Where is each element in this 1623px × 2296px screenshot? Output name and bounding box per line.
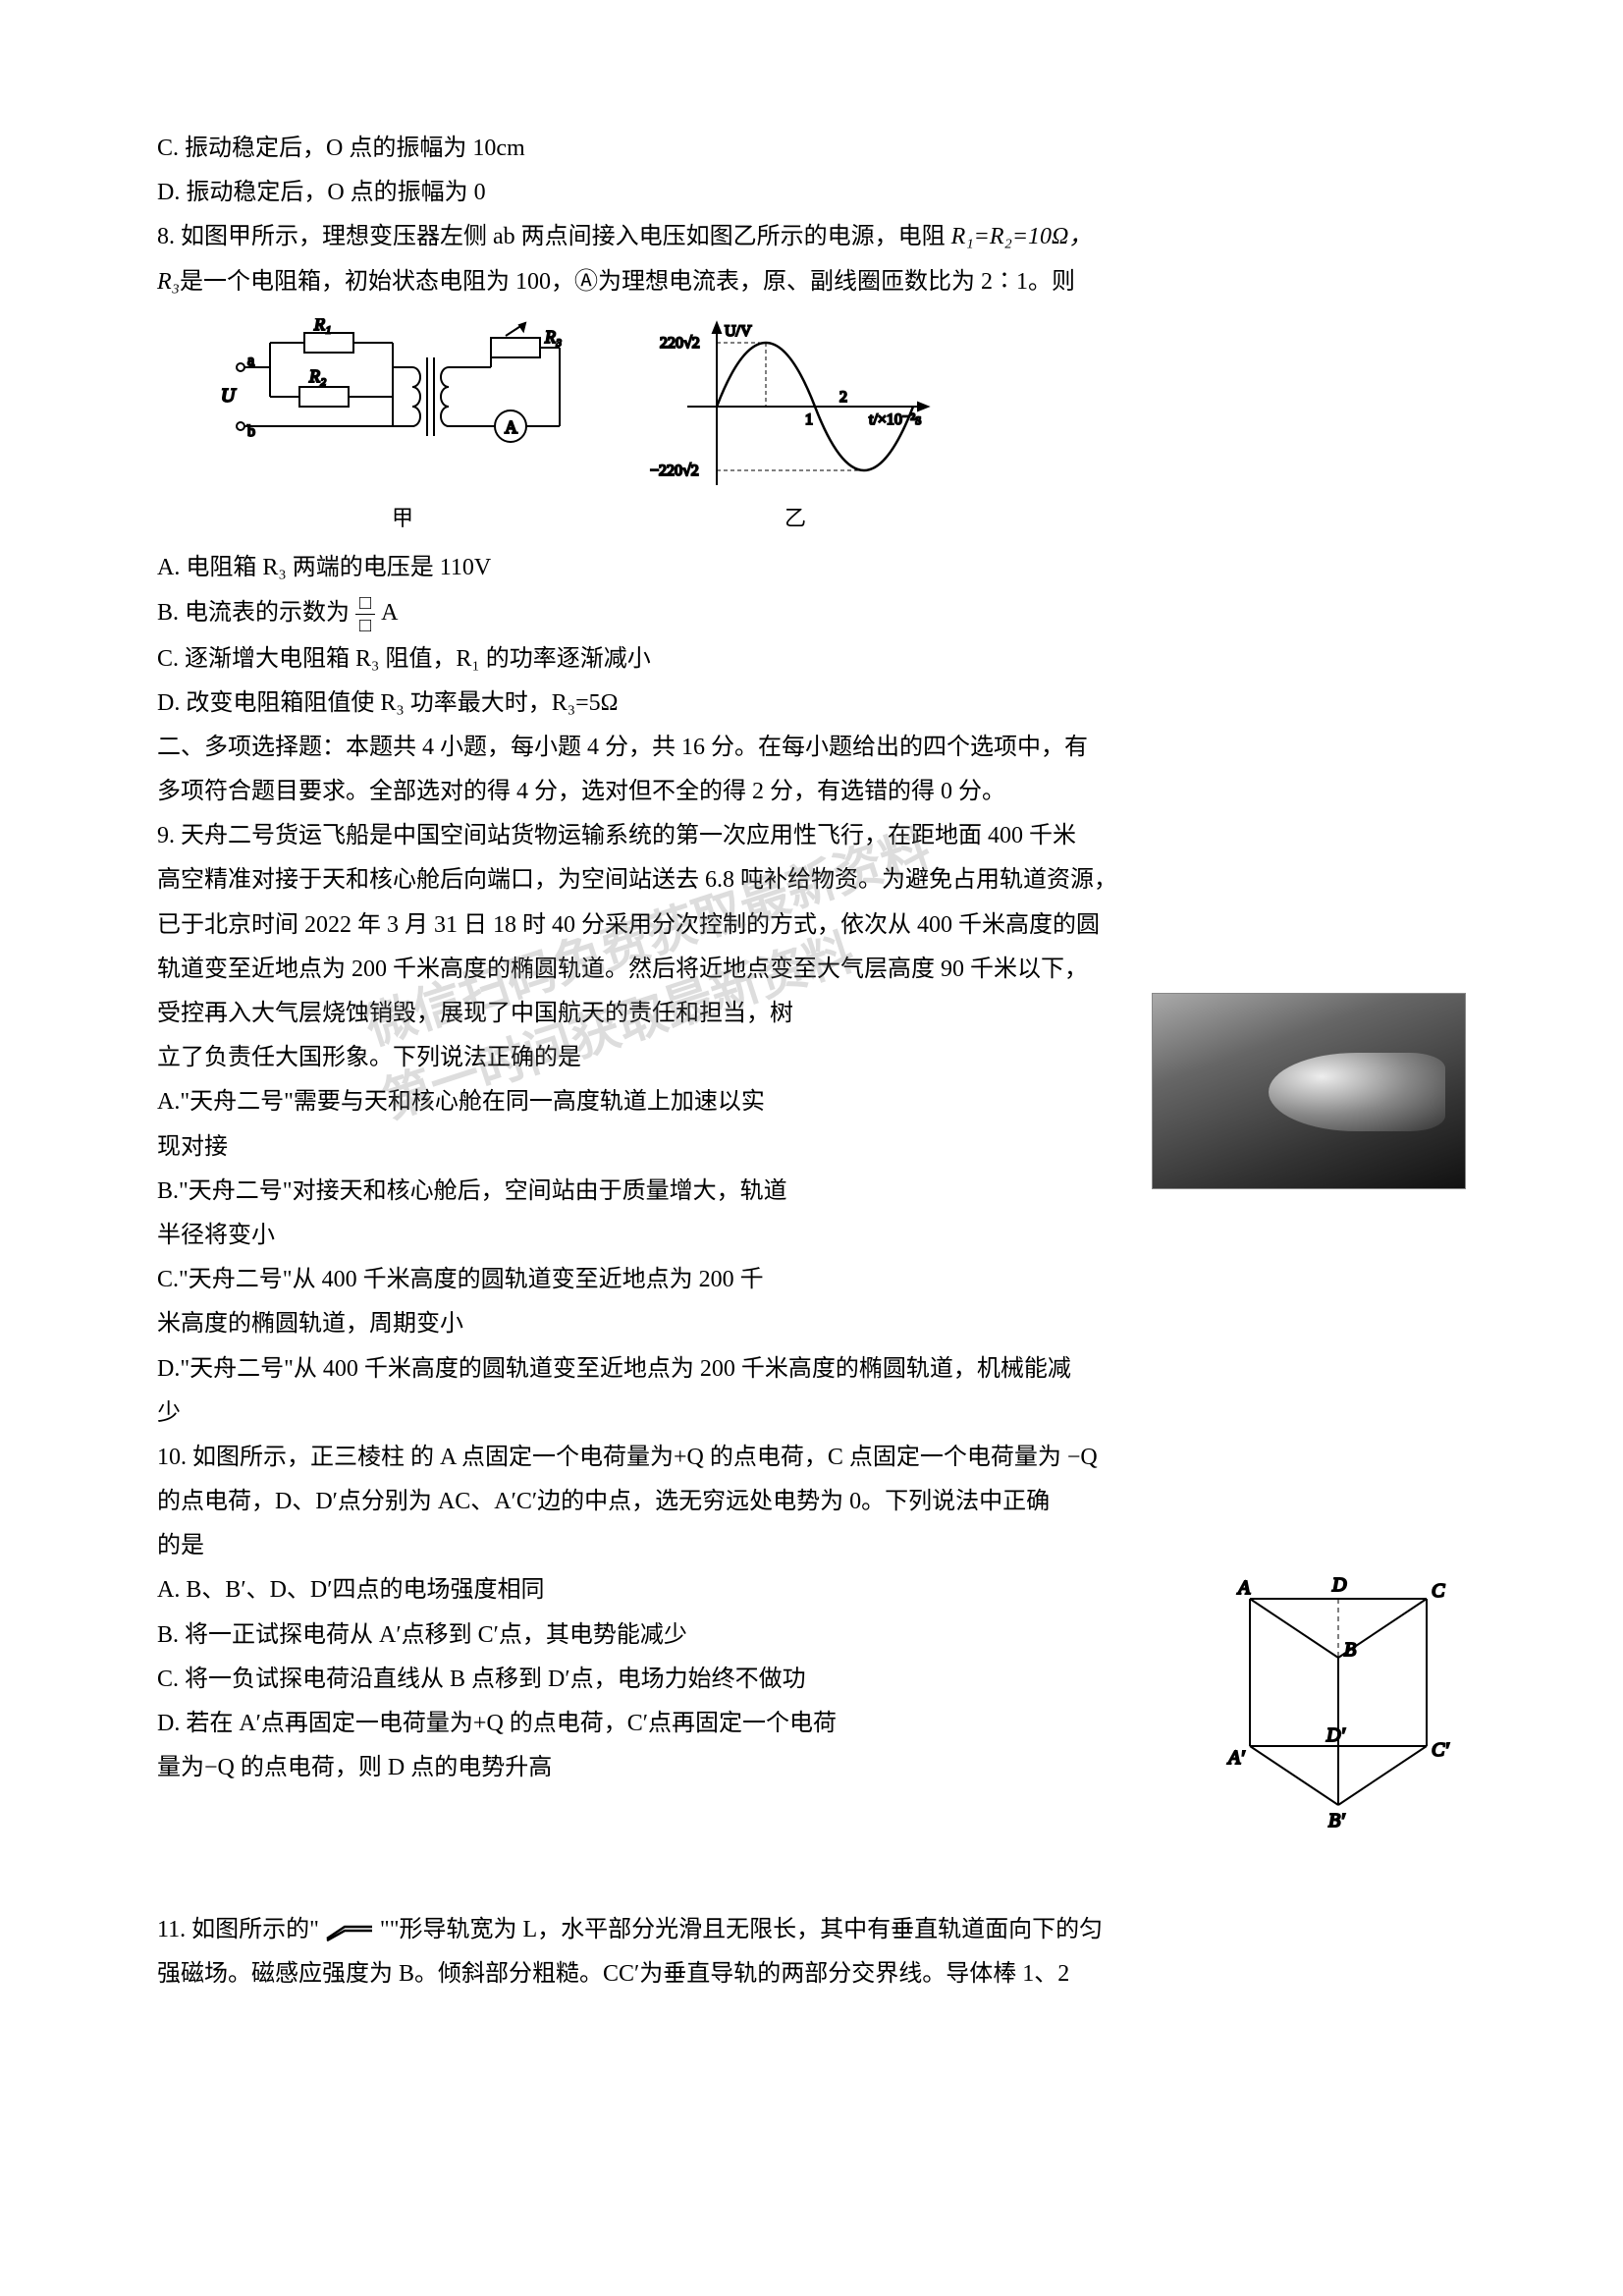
q8-option-b: B. 电流表的示数为 □ □ A: [157, 592, 1466, 636]
prism-B: B: [1344, 1639, 1356, 1661]
q8-stem2b: 是一个电阻箱，初始状态电阻为 100，Ⓐ为理想电流表，原、副线圈匝数比为 2∶1…: [180, 269, 1075, 295]
section2-line1: 二、多项选择题：本题共 4 小题，每小题 4 分，共 16 分。在每小题给出的四…: [157, 727, 1466, 769]
q9-optC1: C."天舟二号"从 400 千米高度的圆轨道变至近地点为 200 千: [157, 1259, 1466, 1301]
graph-ytop: 220√2: [660, 335, 700, 352]
circuit-u-label: U: [221, 385, 237, 407]
prism-A: A: [1236, 1577, 1251, 1599]
prism-diagram: A D C B A′ D′ C′ B′: [1211, 1569, 1466, 1834]
q11-p2: 强磁场。磁感应强度为 B。倾斜部分粗糙。CC′为垂直导轨的两部分交界线。导体棒 …: [157, 1953, 1466, 1995]
q7-option-d: D. 振动稳定后，O 点的振幅为 0: [157, 172, 1466, 214]
graph-ybot: −220√2: [650, 463, 699, 479]
graph-xlabel: t/×10⁻²s: [869, 411, 921, 428]
q11-p1a: 11. 如图所示的": [157, 1917, 319, 1942]
circuit-r2-label: R₂: [308, 366, 326, 386]
q8-r3: R₃: [157, 269, 180, 295]
prism-Bp: B′: [1328, 1810, 1345, 1831]
fig-yi-label: 乙: [784, 499, 806, 538]
circuit-r1-label: R₁: [313, 318, 331, 334]
section2-line2: 多项符合题目要求。全部选对的得 4 分，选对但不全的得 2 分，有选错的得 0 …: [157, 771, 1466, 813]
q8-optb-fraction: □ □: [355, 592, 375, 636]
q9-p3: 已于北京时间 2022 年 3 月 31 日 18 时 40 分采用分次控制的方…: [157, 904, 1466, 947]
q8-optb-prefix: B. 电流表的示数为: [157, 600, 350, 626]
q9-p2: 高空精准对接于天和核心舱后向端口，为空间站送去 6.8 吨补给物资。为避免占用轨…: [157, 859, 1466, 902]
prism-Cp: C′: [1432, 1739, 1449, 1761]
voltage-graph: U/V t/×10⁻²s 220√2 −220√2 1 2: [648, 318, 943, 495]
q8-figure-yi: U/V t/×10⁻²s 220√2 −220√2 1 2 乙: [648, 318, 943, 538]
fig-jia-label: 甲: [392, 499, 413, 538]
q8-stem-line1: 8. 如图甲所示，理想变压器左侧 ab 两点间接入电压如图乙所示的电源，电阻 R…: [157, 216, 1466, 258]
q8-optb-den: □: [355, 615, 375, 636]
q8-figure-jia: U a b R₁ R₂: [216, 318, 589, 538]
q11-p1b: ""形导轨宽为 L，水平部分光滑且无限长，其中有垂直轨道面向下的匀: [380, 1917, 1103, 1942]
q8-option-c: C. 逐渐增大电阻箱 R₃ 阻值，R₁ 的功率逐渐减小: [157, 638, 1466, 681]
q8-option-d: D. 改变电阻箱阻值使 R₃ 功率最大时，R₃=5Ω: [157, 683, 1466, 725]
graph-tick2: 2: [839, 389, 847, 406]
graph-tick1: 1: [805, 411, 813, 428]
prism-Ap: A′: [1226, 1747, 1245, 1769]
prism-Dp: D′: [1325, 1724, 1345, 1746]
spacecraft-image: [1152, 993, 1466, 1189]
circuit-diagram: U a b R₁ R₂: [216, 318, 589, 495]
q9-block: 9. 天舟二号货运飞船是中国空间站货物运输系统的第一次应用性飞行，在距地面 40…: [157, 815, 1466, 1435]
q10-p1: 10. 如图所示，正三棱柱 的 A 点固定一个电荷量为+Q 的点电荷，C 点固定…: [157, 1437, 1466, 1479]
q9-optC2: 米高度的椭圆轨道，周期变小: [157, 1303, 1466, 1345]
q8-optb-num: □: [355, 592, 375, 615]
q10-block: 10. 如图所示，正三棱柱 的 A 点固定一个电荷量为+Q 的点电荷，C 点固定…: [157, 1437, 1466, 1860]
graph-ylabel: U/V: [725, 323, 752, 340]
q9-optD1: D."天舟二号"从 400 千米高度的圆轨道变至近地点为 200 千米高度的椭圆…: [157, 1348, 1466, 1391]
q9-p4: 轨道变至近地点为 200 千米高度的椭圆轨道。然后将近地点变至大气层高度 90 …: [157, 949, 1466, 991]
q7-option-c: C. 振动稳定后，O 点的振幅为 10cm: [157, 128, 1466, 170]
prism-D: D: [1331, 1574, 1347, 1596]
q11-p1: 11. 如图所示的" ""形导轨宽为 L，水平部分光滑且无限长，其中有垂直轨道面…: [157, 1909, 1466, 1951]
q9-optD2: 少: [157, 1393, 1466, 1435]
q10-p3: 的是: [157, 1525, 1466, 1567]
q8-figures: U a b R₁ R₂: [216, 318, 1466, 538]
circuit-ammeter-label: A: [505, 417, 517, 437]
q8-stem-line2: R₃是一个电阻箱，初始状态电阻为 100，Ⓐ为理想电流表，原、副线圈匝数比为 2…: [157, 261, 1466, 303]
q8-option-a: A. 电阻箱 R₃ 两端的电压是 110V: [157, 547, 1466, 589]
q8-optb-suffix: A: [381, 600, 398, 626]
q8-stem1-text: 8. 如图甲所示，理想变压器左侧 ab 两点间接入电压如图乙所示的电源，电阻: [157, 224, 951, 249]
q9-p1: 9. 天舟二号货运飞船是中国空间站货物运输系统的第一次应用性飞行，在距地面 40…: [157, 815, 1466, 857]
q8-stem1-r: R₁=R₂=10Ω，: [951, 224, 1093, 249]
prism-figure: A D C B A′ D′ C′ B′: [1211, 1569, 1466, 1849]
q10-p2: 的点电荷，D、D′点分别为 AC、A′C′边的中点，选无穷远处电势为 0。下列说…: [157, 1481, 1466, 1523]
q9-optB2: 半径将变小: [157, 1215, 1466, 1257]
circuit-r3-label: R₃: [544, 327, 562, 347]
rail-shape-icon: [325, 1919, 374, 1942]
prism-C: C: [1432, 1580, 1445, 1602]
